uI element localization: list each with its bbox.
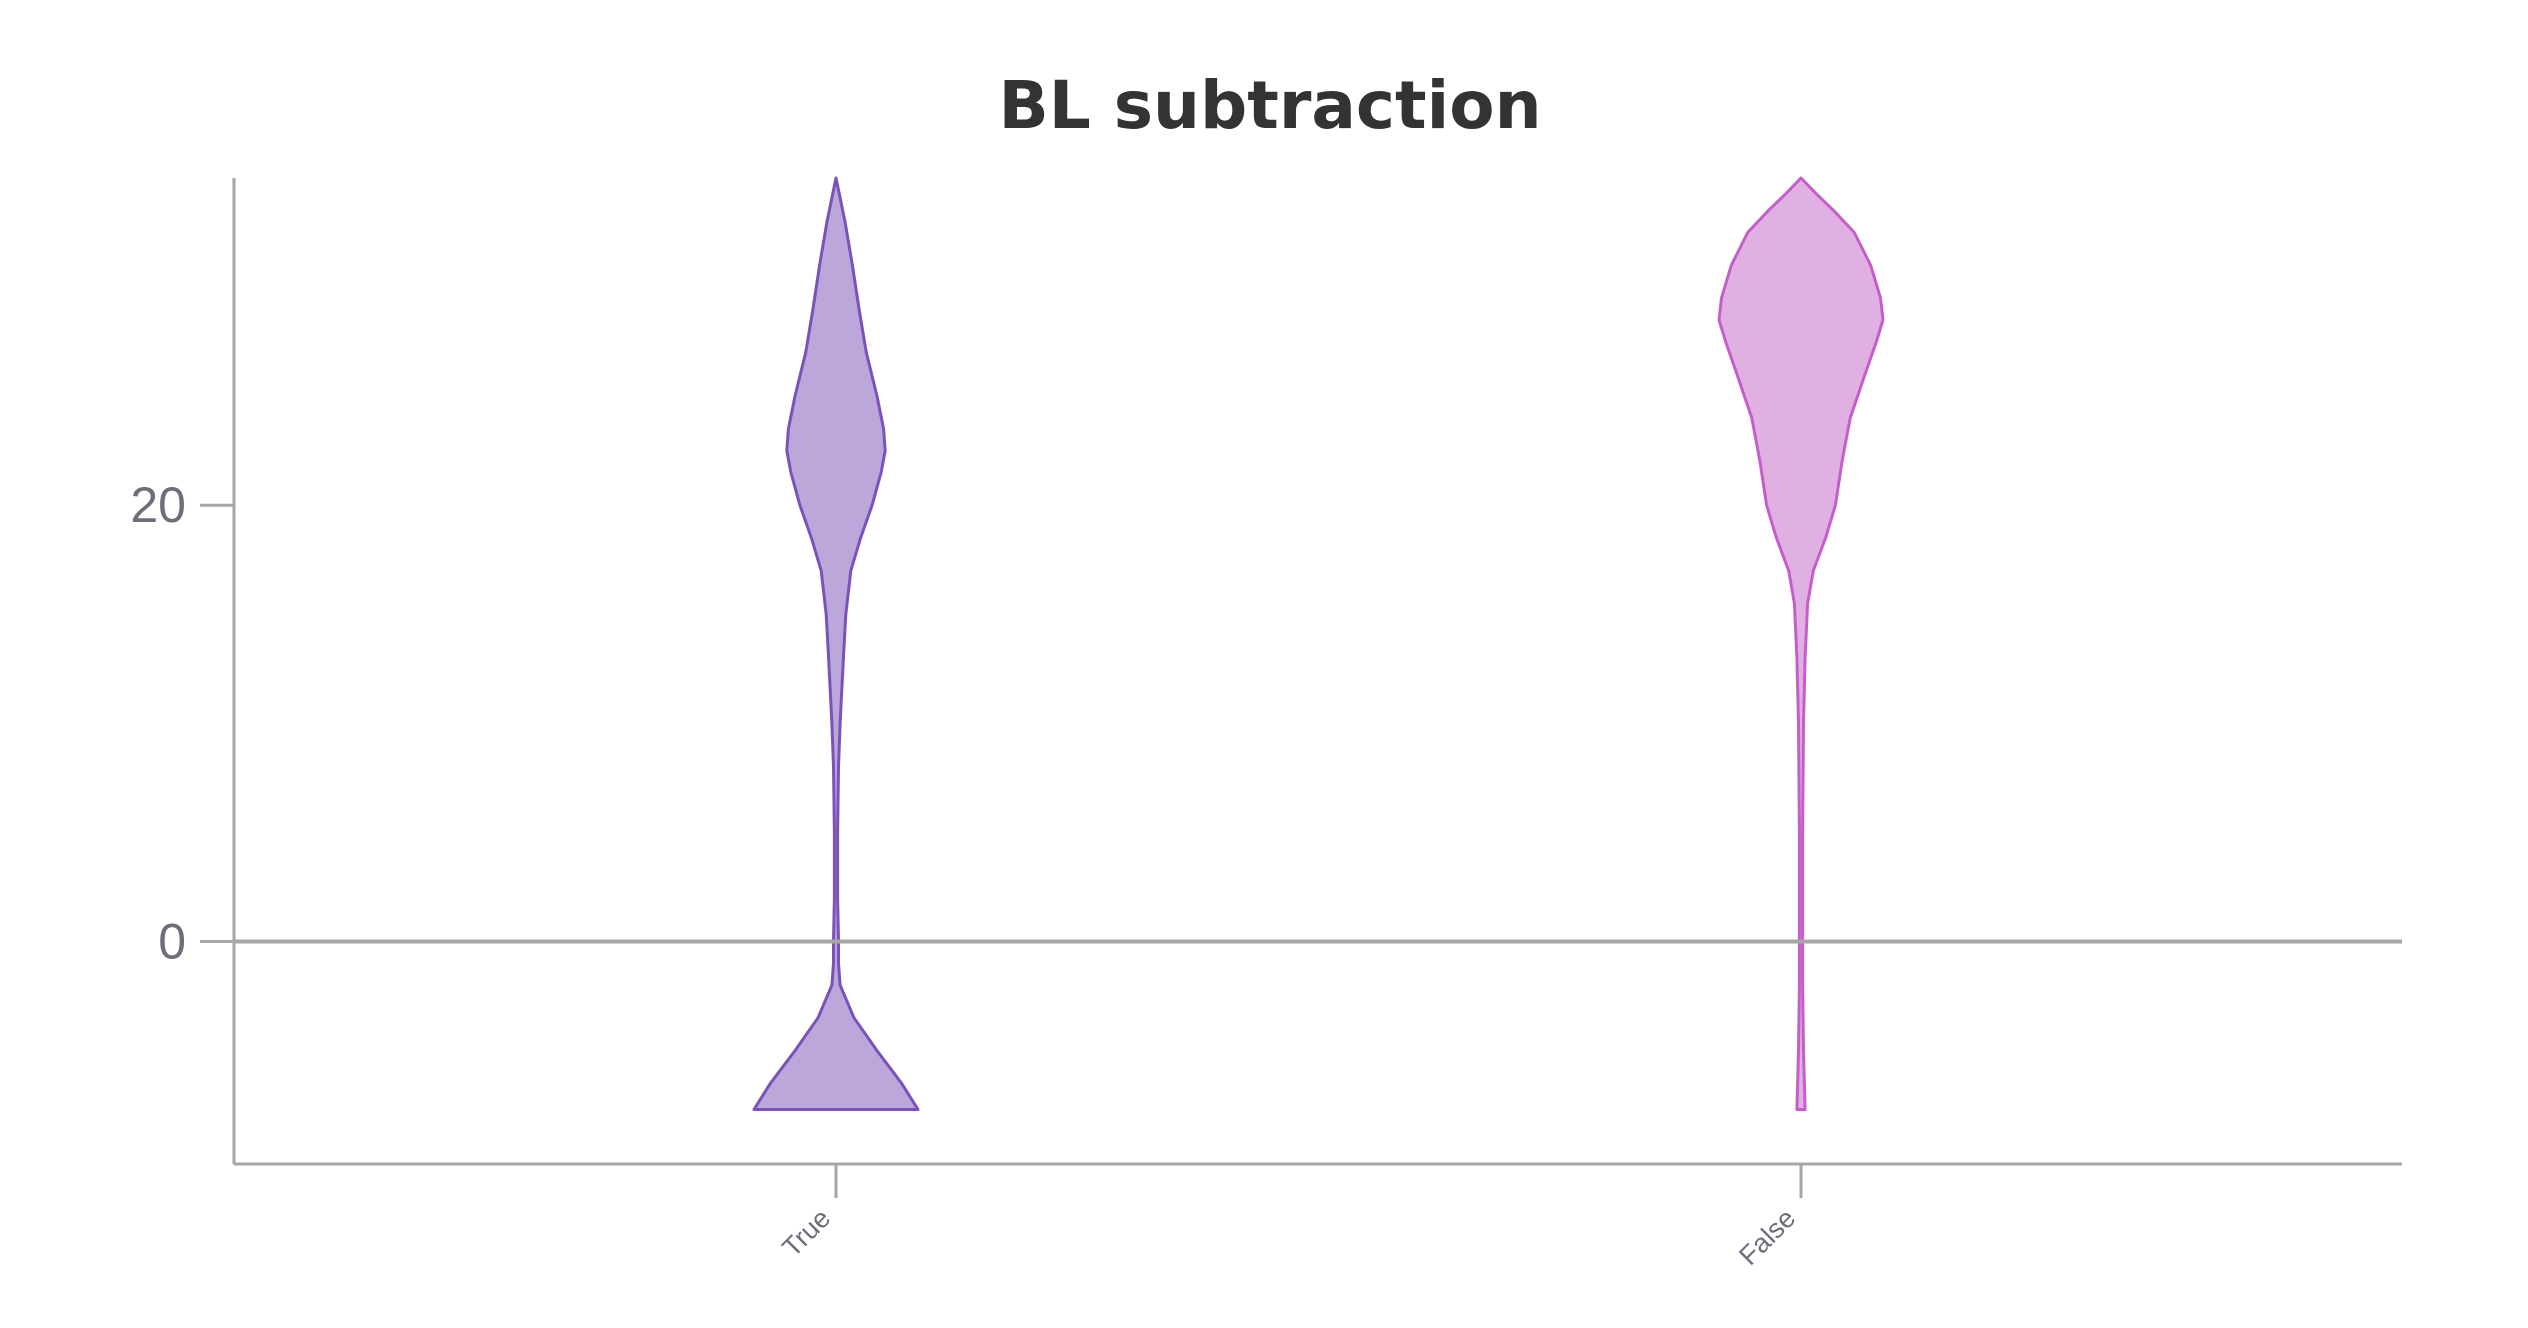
violin-true [752, 176, 920, 1111]
x-tick-label: False [1733, 1203, 1801, 1271]
x-tick-label: True [776, 1203, 836, 1263]
axes [232, 178, 2402, 1166]
y-tick-label: 20 [130, 477, 186, 533]
violins [752, 176, 1885, 1111]
chart-title: BL subtraction [998, 67, 1541, 144]
ticks: 0 20 True False [130, 477, 1803, 1271]
violin-false [1717, 176, 1885, 1111]
y-tick-label: 0 [158, 913, 186, 969]
